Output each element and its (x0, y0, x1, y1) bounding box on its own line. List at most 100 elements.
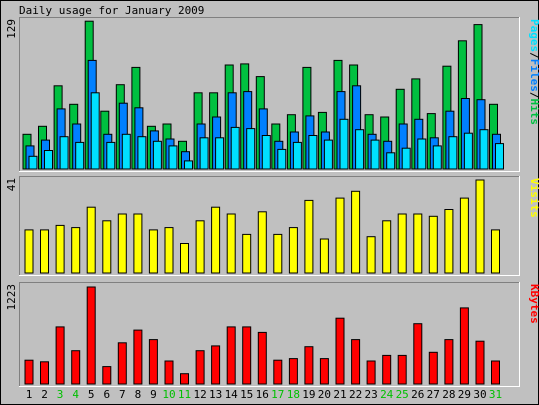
bar-visits-day-29 (459, 197, 469, 274)
bar-visits-day-4 (71, 227, 81, 274)
day-label-4: 4 (72, 388, 79, 401)
day-label-1: 1 (26, 388, 33, 401)
day-label-9: 9 (150, 388, 157, 401)
bar-pages-day-21 (339, 118, 349, 170)
day-label-15: 15 (240, 388, 253, 401)
bar-kbytes-day-14 (226, 326, 236, 385)
bar-visits-day-6 (102, 220, 112, 274)
legend-entry: / (528, 92, 539, 99)
legend-entry: Hits (528, 99, 539, 126)
bar-kbytes-day-5 (86, 286, 96, 385)
day-label-3: 3 (57, 388, 64, 401)
bar-pages-day-7 (121, 133, 131, 170)
bar-kbytes-day-23 (366, 360, 376, 385)
bar-visits-day-11 (180, 243, 189, 274)
bar-kbytes-day-13 (211, 345, 221, 385)
day-label-6: 6 (103, 388, 110, 401)
bar-kbytes-day-22 (351, 339, 361, 385)
day-label-8: 8 (135, 388, 142, 401)
day-label-12: 12 (193, 388, 206, 401)
bar-kbytes-day-10 (164, 360, 174, 385)
bar-pages-day-26 (417, 138, 427, 170)
panel-1: 129 Pages/Files/Hits (5, 17, 539, 172)
bar-visits-day-7 (117, 213, 127, 274)
bar-kbytes-day-7 (117, 342, 127, 385)
bar-pages-day-10 (168, 145, 178, 170)
bar-pages-day-1 (28, 155, 38, 170)
bar-pages-day-13 (215, 137, 225, 170)
bar-visits-day-17 (273, 233, 283, 274)
bar-visits-day-22 (351, 190, 361, 274)
bar-kbytes-day-19 (304, 346, 314, 385)
legend-entry: KBytes (528, 284, 539, 324)
chart-title: Daily usage for January 2009 (19, 4, 204, 17)
bar-pages-day-18 (292, 141, 302, 170)
bar-kbytes-day-30 (475, 340, 485, 385)
day-label-18: 18 (287, 388, 300, 401)
legend: Pages/Files/Hits (528, 19, 539, 125)
day-label-29: 29 (458, 388, 471, 401)
day-label-23: 23 (364, 388, 377, 401)
bar-visits-day-18 (288, 227, 298, 274)
bar-kbytes-day-25 (397, 354, 407, 385)
day-label-24: 24 (380, 388, 394, 401)
bar-kbytes-day-11 (180, 373, 189, 385)
bar-visits-day-15 (242, 233, 252, 274)
day-label-20: 20 (318, 388, 331, 401)
day-label-11: 11 (178, 388, 191, 401)
bar-visits-day-3 (55, 224, 65, 274)
bar-visits-day-24 (382, 220, 392, 274)
day-label-14: 14 (225, 388, 239, 401)
bar-visits-day-27 (428, 215, 438, 274)
panel-3: 1223 KBytes (5, 282, 539, 387)
bar-pages-day-19 (308, 135, 318, 170)
day-label-28: 28 (442, 388, 455, 401)
bars (24, 179, 500, 274)
bar-kbytes-day-26 (413, 323, 423, 385)
bar-pages-day-29 (463, 132, 473, 170)
panel-2: 41 Visits (5, 176, 539, 276)
day-axis: 1 2 3 4 5 6 7 8 9 10 11 12 13 14 15 16 17 18 19 20 21 22 23 24 2… (26, 388, 502, 401)
bar-kbytes-day-28 (444, 339, 454, 385)
bar-pages-day-3 (59, 136, 69, 170)
bar-pages-day-30 (479, 129, 489, 170)
bar-visits-day-12 (195, 220, 205, 274)
bar-kbytes-day-4 (71, 350, 81, 385)
bar-kbytes-day-21 (335, 317, 345, 385)
day-label-7: 7 (119, 388, 126, 401)
bar-visits-day-8 (133, 213, 143, 274)
bar-visits-day-5 (86, 206, 96, 274)
bar-visits-day-28 (444, 209, 454, 274)
bar-visits-day-2 (40, 229, 49, 274)
bar-pages-day-4 (75, 141, 85, 170)
bar-pages-day-17 (277, 148, 287, 170)
bar-pages-day-5 (90, 92, 100, 170)
day-label-2: 2 (41, 388, 48, 401)
bar-visits-day-1 (24, 229, 34, 274)
bar-visits-day-25 (397, 213, 407, 274)
bar-visits-day-16 (257, 211, 267, 274)
legend-entry: Pages (528, 19, 539, 52)
bar-kbytes-day-6 (102, 366, 112, 385)
bar-visits-day-23 (366, 236, 376, 274)
bar-visits-day-19 (304, 199, 314, 274)
bar-kbytes-day-17 (273, 359, 283, 385)
day-label-19: 19 (302, 388, 315, 401)
bar-visits-day-14 (226, 213, 236, 274)
day-label-10: 10 (162, 388, 175, 401)
bar-pages-day-14 (230, 126, 240, 170)
legend-entry: / (528, 52, 539, 59)
bar-kbytes-day-16 (257, 331, 267, 385)
bar-visits-day-13 (211, 206, 221, 274)
bar-kbytes-day-3 (55, 326, 65, 385)
day-label-5: 5 (88, 388, 95, 401)
bar-visits-day-21 (335, 197, 345, 274)
bar-pages-day-20 (323, 139, 333, 170)
bar-pages-day-23 (370, 139, 380, 170)
y-max-label: 129 (5, 19, 18, 39)
bar-visits-day-26 (413, 213, 423, 274)
bar-kbytes-day-12 (195, 350, 205, 385)
bar-pages-day-6 (106, 141, 116, 170)
bar-pages-day-24 (386, 152, 396, 170)
bar-kbytes-day-29 (459, 307, 469, 385)
